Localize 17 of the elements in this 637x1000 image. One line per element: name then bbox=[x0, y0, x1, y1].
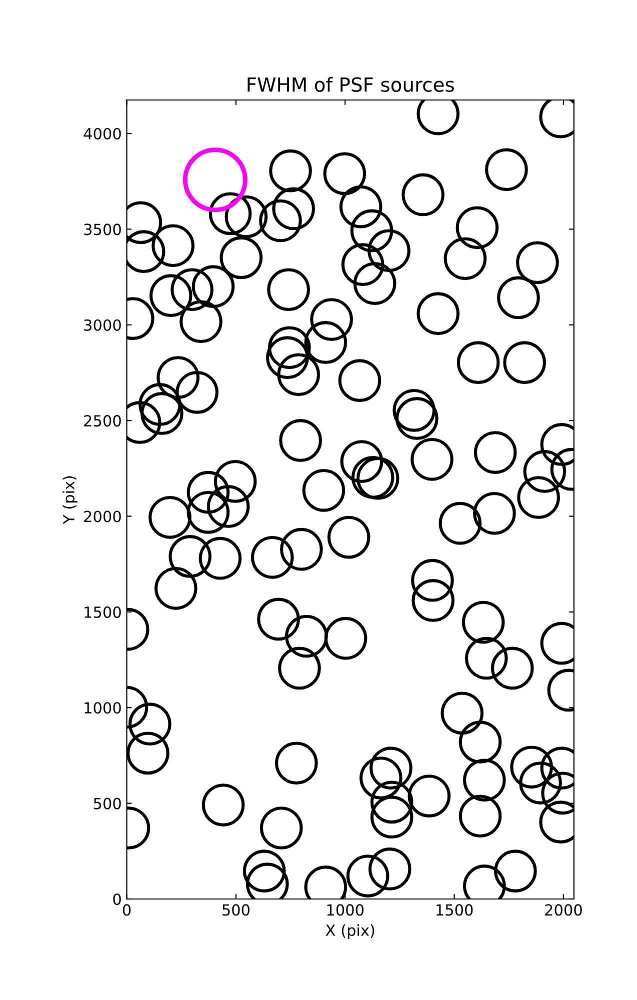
y-tick-label: 3500 bbox=[84, 224, 121, 236]
y-tick-label: 4000 bbox=[84, 128, 121, 140]
y-tick-label: 0 bbox=[113, 893, 121, 906]
y-tick-label: 3000 bbox=[84, 319, 121, 331]
x-tick-label: 500 bbox=[222, 904, 250, 916]
x-axis-title: X (pix) bbox=[326, 924, 374, 939]
x-tick-label: 2000 bbox=[545, 904, 582, 916]
x-tick-label: 1000 bbox=[327, 904, 364, 916]
y-tick-label: 1500 bbox=[84, 606, 121, 618]
x-tick-label: 0 bbox=[122, 904, 131, 916]
y-axis-title: Y (pix) bbox=[62, 476, 78, 524]
chart-title: FWHM of PSF sources bbox=[248, 76, 454, 92]
y-tick-label: 2000 bbox=[84, 510, 121, 522]
x-tick-label: 1500 bbox=[436, 904, 473, 916]
y-tick-label: 500 bbox=[94, 798, 121, 810]
y-tick-label: 2500 bbox=[84, 415, 121, 427]
y-tick-label: 1000 bbox=[84, 702, 121, 714]
